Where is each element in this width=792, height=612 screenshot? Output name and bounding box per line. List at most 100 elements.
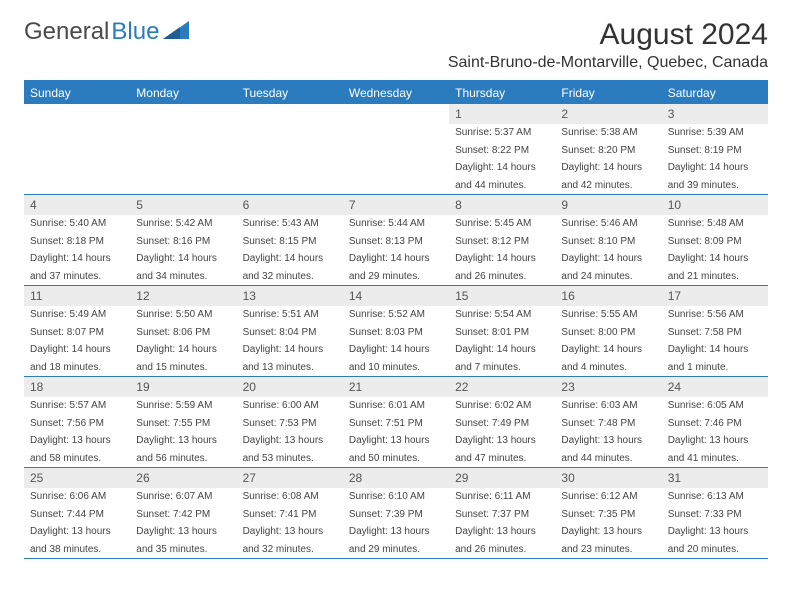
day-info-sr: Sunrise: 5:39 AM (662, 124, 768, 142)
day-info-ss: Sunset: 7:53 PM (237, 415, 343, 433)
day-info-d2: and 23 minutes. (555, 541, 661, 559)
day-info-sr: Sunrise: 5:51 AM (237, 306, 343, 324)
day-number: 3 (662, 104, 768, 124)
day-info-sr: Sunrise: 5:57 AM (24, 397, 130, 415)
day-number: 5 (130, 195, 236, 215)
day-info-d2: and 50 minutes. (343, 450, 449, 468)
day-info-ss: Sunset: 8:18 PM (24, 233, 130, 251)
day-info-sr: Sunrise: 6:05 AM (662, 397, 768, 415)
day-info-sr: Sunrise: 5:48 AM (662, 215, 768, 233)
day-info-ss: Sunset: 8:16 PM (130, 233, 236, 251)
day-info-ss: Sunset: 7:51 PM (343, 415, 449, 433)
title-block: August 2024 Saint-Bruno-de-Montarville, … (448, 18, 768, 72)
calendar-cell: 22Sunrise: 6:02 AMSunset: 7:49 PMDayligh… (449, 377, 555, 468)
day-info-ss: Sunset: 8:07 PM (24, 324, 130, 342)
day-info-d2: and 10 minutes. (343, 359, 449, 377)
day-info-d1: Daylight: 14 hours (662, 341, 768, 359)
calendar-cell: 16Sunrise: 5:55 AMSunset: 8:00 PMDayligh… (555, 286, 661, 377)
day-info-ss: Sunset: 8:20 PM (555, 142, 661, 160)
day-info-d1: Daylight: 13 hours (662, 432, 768, 450)
calendar-body: 1Sunrise: 5:37 AMSunset: 8:22 PMDaylight… (24, 104, 768, 559)
day-info-d2: and 4 minutes. (555, 359, 661, 377)
calendar-cell: 25Sunrise: 6:06 AMSunset: 7:44 PMDayligh… (24, 468, 130, 559)
day-info-ss: Sunset: 8:15 PM (237, 233, 343, 251)
day-number: 18 (24, 377, 130, 397)
logo-text-2: Blue (111, 18, 159, 46)
calendar-cell: 15Sunrise: 5:54 AMSunset: 8:01 PMDayligh… (449, 286, 555, 377)
day-info-sr: Sunrise: 5:59 AM (130, 397, 236, 415)
day-info-sr: Sunrise: 6:13 AM (662, 488, 768, 506)
day-info-d1: Daylight: 13 hours (449, 523, 555, 541)
day-info-d1: Daylight: 13 hours (343, 523, 449, 541)
day-info-sr: Sunrise: 5:45 AM (449, 215, 555, 233)
weekday-header: Wednesday (343, 81, 449, 104)
day-info-d2: and 44 minutes. (449, 177, 555, 195)
calendar-cell: 3Sunrise: 5:39 AMSunset: 8:19 PMDaylight… (662, 104, 768, 195)
day-number: 8 (449, 195, 555, 215)
day-number: 11 (24, 286, 130, 306)
weekday-header-row: SundayMondayTuesdayWednesdayThursdayFrid… (24, 81, 768, 104)
calendar-cell: 24Sunrise: 6:05 AMSunset: 7:46 PMDayligh… (662, 377, 768, 468)
day-number: 31 (662, 468, 768, 488)
day-number: 26 (130, 468, 236, 488)
day-info-sr: Sunrise: 5:38 AM (555, 124, 661, 142)
day-info-d2: and 41 minutes. (662, 450, 768, 468)
calendar-cell: 1Sunrise: 5:37 AMSunset: 8:22 PMDaylight… (449, 104, 555, 195)
day-info-sr: Sunrise: 5:49 AM (24, 306, 130, 324)
day-info-d2: and 15 minutes. (130, 359, 236, 377)
day-number: 13 (237, 286, 343, 306)
day-info-sr: Sunrise: 6:07 AM (130, 488, 236, 506)
day-number: 9 (555, 195, 661, 215)
day-info-d2: and 26 minutes. (449, 268, 555, 286)
day-number: 27 (237, 468, 343, 488)
logo-text-1: General (24, 18, 109, 46)
day-info-ss: Sunset: 7:49 PM (449, 415, 555, 433)
day-info-d2: and 34 minutes. (130, 268, 236, 286)
calendar-cell: 9Sunrise: 5:46 AMSunset: 8:10 PMDaylight… (555, 195, 661, 286)
day-info-ss: Sunset: 8:12 PM (449, 233, 555, 251)
calendar-cell: 6Sunrise: 5:43 AMSunset: 8:15 PMDaylight… (237, 195, 343, 286)
calendar-cell: 19Sunrise: 5:59 AMSunset: 7:55 PMDayligh… (130, 377, 236, 468)
day-number: 28 (343, 468, 449, 488)
day-info-d1: Daylight: 14 hours (662, 159, 768, 177)
day-info-d2: and 58 minutes. (24, 450, 130, 468)
day-info-d1: Daylight: 13 hours (24, 432, 130, 450)
day-info-sr: Sunrise: 6:00 AM (237, 397, 343, 415)
day-number: 29 (449, 468, 555, 488)
calendar-cell: 18Sunrise: 5:57 AMSunset: 7:56 PMDayligh… (24, 377, 130, 468)
day-info-d1: Daylight: 14 hours (24, 341, 130, 359)
day-info-sr: Sunrise: 6:06 AM (24, 488, 130, 506)
day-info-d2: and 24 minutes. (555, 268, 661, 286)
day-number: 20 (237, 377, 343, 397)
day-info-d2: and 1 minute. (662, 359, 768, 377)
day-info-d2: and 38 minutes. (24, 541, 130, 559)
calendar-cell: 30Sunrise: 6:12 AMSunset: 7:35 PMDayligh… (555, 468, 661, 559)
day-info-ss: Sunset: 7:46 PM (662, 415, 768, 433)
day-info-ss: Sunset: 7:55 PM (130, 415, 236, 433)
day-info-d2: and 56 minutes. (130, 450, 236, 468)
calendar-cell: 17Sunrise: 5:56 AMSunset: 7:58 PMDayligh… (662, 286, 768, 377)
day-info-d2: and 42 minutes. (555, 177, 661, 195)
day-info-ss: Sunset: 7:48 PM (555, 415, 661, 433)
calendar-page: GeneralBlue August 2024 Saint-Bruno-de-M… (0, 0, 792, 577)
calendar-cell (130, 104, 236, 195)
day-number: 19 (130, 377, 236, 397)
day-info-ss: Sunset: 7:41 PM (237, 506, 343, 524)
day-info-d1: Daylight: 13 hours (237, 432, 343, 450)
day-info-d1: Daylight: 13 hours (130, 523, 236, 541)
logo: GeneralBlue (24, 18, 189, 46)
day-number: 1 (449, 104, 555, 124)
day-info-sr: Sunrise: 6:11 AM (449, 488, 555, 506)
calendar-row: 18Sunrise: 5:57 AMSunset: 7:56 PMDayligh… (24, 377, 768, 468)
day-info-d1: Daylight: 13 hours (662, 523, 768, 541)
day-info-d2: and 47 minutes. (449, 450, 555, 468)
day-info-ss: Sunset: 7:39 PM (343, 506, 449, 524)
day-info-ss: Sunset: 7:42 PM (130, 506, 236, 524)
day-info-ss: Sunset: 7:44 PM (24, 506, 130, 524)
day-info-d1: Daylight: 14 hours (130, 341, 236, 359)
day-info-ss: Sunset: 7:33 PM (662, 506, 768, 524)
day-info-sr: Sunrise: 6:03 AM (555, 397, 661, 415)
day-info-sr: Sunrise: 5:56 AM (662, 306, 768, 324)
calendar-table: SundayMondayTuesdayWednesdayThursdayFrid… (24, 80, 768, 559)
day-info-ss: Sunset: 8:01 PM (449, 324, 555, 342)
